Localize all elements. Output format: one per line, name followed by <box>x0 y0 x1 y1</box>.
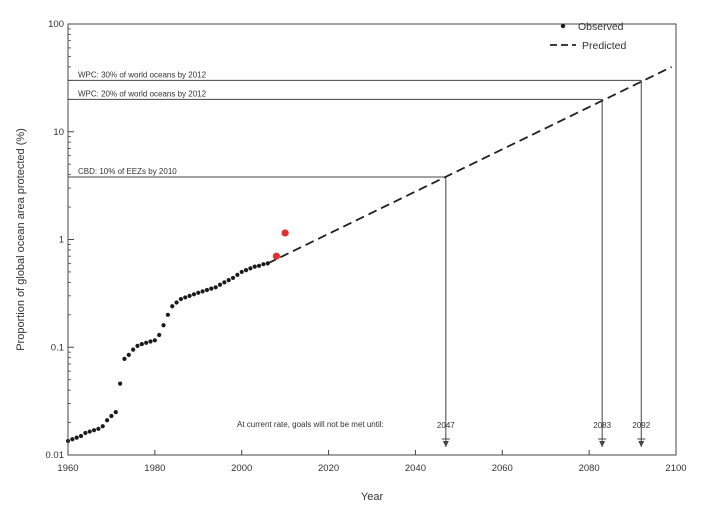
y-tick-label: 1 <box>59 235 64 246</box>
observed-point <box>239 269 244 275</box>
x-tick-label: 2060 <box>492 463 513 474</box>
observed-point <box>148 339 153 344</box>
observed-point <box>265 261 270 266</box>
observed-point <box>135 343 140 348</box>
observed-point <box>261 262 266 267</box>
arrow-marker <box>638 441 645 447</box>
x-tick-label: 2000 <box>231 463 252 474</box>
observed-point <box>144 340 149 345</box>
observed-point <box>222 280 227 285</box>
observed-point <box>217 282 223 287</box>
observed-point <box>170 304 175 309</box>
observed-point <box>78 433 84 439</box>
target-annotations: WPC: 30% of world oceans by 2012 WPC: 20%… <box>68 70 651 447</box>
observed-point <box>118 381 123 386</box>
observed-point <box>213 285 218 290</box>
y-tick-label: 10 <box>53 127 64 138</box>
target-year-label: 2083 <box>593 421 611 430</box>
recent-observed-point <box>281 229 289 237</box>
legend-observed-marker <box>560 23 566 29</box>
observed-point <box>131 347 136 352</box>
x-tick-label: 2100 <box>665 463 686 474</box>
arrow-marker <box>442 441 449 447</box>
observed-point <box>230 275 236 281</box>
y-tick-label: 0.1 <box>51 342 64 353</box>
y-tick-label: 100 <box>48 19 64 30</box>
observed-point <box>139 341 144 347</box>
target-year-label: 2047 <box>437 421 455 430</box>
observed-point <box>91 428 97 433</box>
x-tick-label: 2080 <box>579 463 600 474</box>
observed-point <box>74 435 79 440</box>
observed-point <box>113 410 118 415</box>
observed-point <box>209 286 214 291</box>
target-label: WPC: 20% of world oceans by 2012 <box>78 89 207 98</box>
x-tick-label: 1980 <box>144 463 165 474</box>
target-year-label: 2092 <box>632 421 650 430</box>
observed-point <box>174 300 179 305</box>
legend: Observed Predicted <box>550 21 627 52</box>
predicted-line <box>267 66 673 265</box>
observed-point <box>235 272 240 277</box>
observed-point <box>126 352 131 357</box>
observed-point <box>100 424 105 429</box>
recent-observed-point <box>272 252 281 260</box>
observed-point <box>204 287 210 293</box>
observed-point <box>256 263 262 268</box>
observed-point <box>70 437 75 442</box>
observed-point <box>157 332 162 338</box>
goal-note: At current rate, goals will not be met u… <box>237 420 384 429</box>
target-label: WPC: 30% of world oceans by 2012 <box>78 70 207 79</box>
target-label: CBD: 10% of EEZs by 2010 <box>78 167 177 176</box>
x-tick-label: 2020 <box>318 463 339 474</box>
observed-point <box>152 338 157 343</box>
x-axis-label: Year <box>361 491 384 503</box>
observed-point <box>96 426 101 431</box>
observed-point <box>122 356 127 361</box>
observed-point <box>109 413 114 419</box>
series-layer <box>65 66 673 444</box>
legend-predicted-label: Predicted <box>582 40 627 52</box>
x-tick-label: 2040 <box>405 463 426 474</box>
observed-point <box>104 418 110 423</box>
observed-point <box>252 264 257 269</box>
y-tick-label: 0.01 <box>46 450 65 461</box>
legend-observed-label: Observed <box>578 21 624 33</box>
x-tick-label: 1960 <box>57 463 78 474</box>
observed-point <box>165 312 170 317</box>
observed-point <box>83 430 88 436</box>
axes: 1960 1980 2000 2020 2040 2060 2080 2100 0.01 0.1 1… <box>46 19 687 474</box>
arrow-marker <box>599 441 606 447</box>
observed-point <box>248 266 253 271</box>
observed-point <box>87 429 92 434</box>
observed-point <box>243 268 249 273</box>
observed-point <box>196 290 201 295</box>
observed-point <box>226 277 231 283</box>
observed-point <box>161 323 166 328</box>
y-axis-label: Proportion of global ocean area protecte… <box>15 128 27 351</box>
observed-point <box>191 292 197 297</box>
observed-point <box>200 289 205 294</box>
observed-point <box>183 295 188 300</box>
observed-point <box>178 296 184 302</box>
observed-point <box>187 293 192 298</box>
